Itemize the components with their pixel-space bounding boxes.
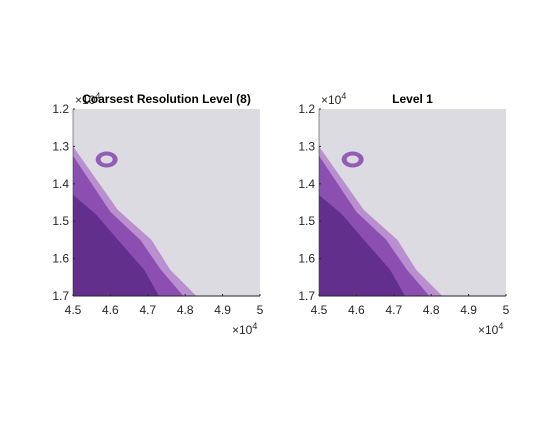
x-tick-label: 5 bbox=[503, 303, 510, 317]
tissue-core bbox=[319, 195, 405, 296]
tissue-core bbox=[73, 195, 159, 296]
x-exponent-label: ×104 bbox=[478, 321, 503, 337]
y-exponent-label: ×104 bbox=[321, 91, 346, 107]
y-tick-label: 1.6 bbox=[52, 252, 69, 266]
y-exponent-label: ×104 bbox=[75, 91, 100, 107]
x-tick-label: 4.7 bbox=[385, 303, 402, 317]
y-tick-label: 1.2 bbox=[298, 102, 315, 116]
tissue-cell-center bbox=[100, 155, 113, 164]
tissue-image bbox=[319, 109, 506, 296]
y-tick-label: 1.4 bbox=[52, 177, 69, 191]
y-tick-label: 1.3 bbox=[298, 139, 315, 153]
y-tick-label: 1.2 bbox=[52, 102, 69, 116]
y-tick-label: 1.6 bbox=[298, 252, 315, 266]
x-exponent-power: 4 bbox=[498, 321, 503, 331]
x-tick-label: 4.8 bbox=[177, 303, 194, 317]
x-tick-label: 4.7 bbox=[139, 303, 156, 317]
subplot-2: 4.5 4.6 4.7 4.8 4.9 5 1.2 1.3 1.4 1.5 1.6 1.7 ×104 ×1… bbox=[298, 91, 509, 337]
x-tick-label: 4.8 bbox=[423, 303, 440, 317]
x-exponent-power: 4 bbox=[252, 321, 257, 331]
y-exponent-power: 4 bbox=[95, 91, 100, 101]
x-tick-label: 4.6 bbox=[102, 303, 119, 317]
y-tick-label: 1.5 bbox=[298, 214, 315, 228]
x-tick-label: 4.5 bbox=[311, 303, 328, 317]
y-exponent-power: 4 bbox=[341, 91, 346, 101]
subplot-1: 4.5 4.6 4.7 4.8 4.9 5 1.2 1.3 1.4 1.5 1.6 1.7 ×104 ×1… bbox=[52, 91, 263, 337]
y-tick-label: 1.7 bbox=[52, 289, 69, 303]
chart-title: Coarsest Resolution Level (8) bbox=[82, 92, 251, 106]
y-tick-label: 1.7 bbox=[298, 289, 315, 303]
x-tick-label: 4.5 bbox=[65, 303, 82, 317]
chart-title: Level 1 bbox=[392, 92, 433, 106]
x-exponent-label: ×104 bbox=[232, 321, 257, 337]
y-tick-label: 1.3 bbox=[52, 139, 69, 153]
x-tick-label: 5 bbox=[257, 303, 264, 317]
y-tick-label: 1.5 bbox=[52, 214, 69, 228]
tissue-cell-center bbox=[346, 155, 359, 164]
x-tick-label: 4.9 bbox=[214, 303, 231, 317]
x-tick-label: 4.9 bbox=[460, 303, 477, 317]
x-tick-label: 4.6 bbox=[348, 303, 365, 317]
tissue-image bbox=[73, 109, 260, 296]
y-tick-label: 1.4 bbox=[298, 177, 315, 191]
